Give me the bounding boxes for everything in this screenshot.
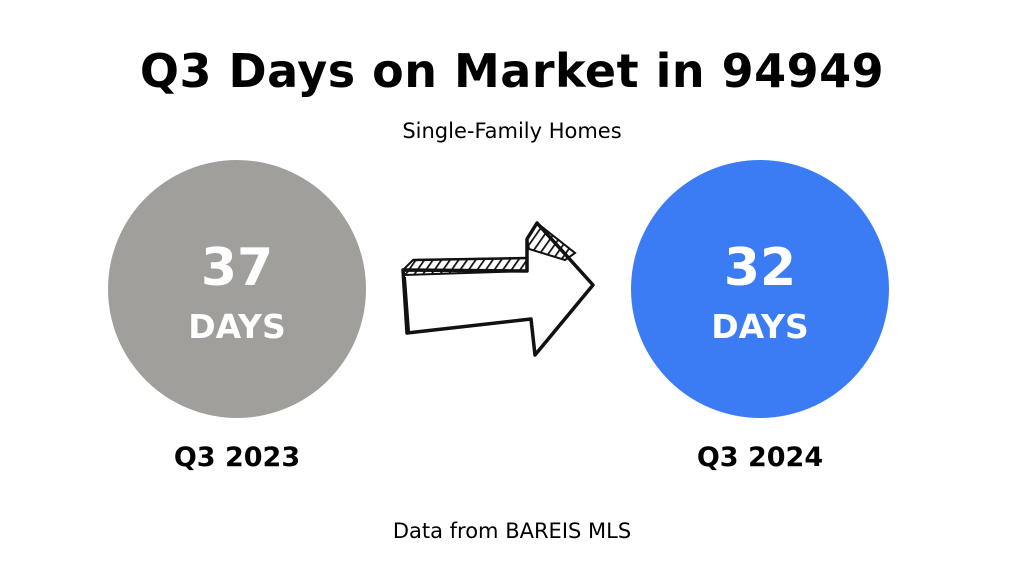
before-period-label: Q3 2023 (173, 442, 301, 473)
before-days-value: 37 (200, 238, 274, 298)
after-period-label: Q3 2024 (696, 442, 824, 473)
hand-drawn-right-arrow-icon (401, 221, 595, 357)
after-days-circle: 32 DAYS (631, 160, 889, 418)
before-days-unit: DAYS (188, 307, 286, 346)
after-days-unit: DAYS (711, 307, 809, 346)
data-source-note: Data from BAREIS MLS (392, 519, 632, 543)
before-days-circle: 37 DAYS (108, 160, 366, 418)
page-title: Q3 Days on Market in 94949 (139, 44, 885, 98)
page-subtitle: Single-Family Homes (402, 119, 622, 143)
after-days-value: 32 (723, 238, 797, 298)
